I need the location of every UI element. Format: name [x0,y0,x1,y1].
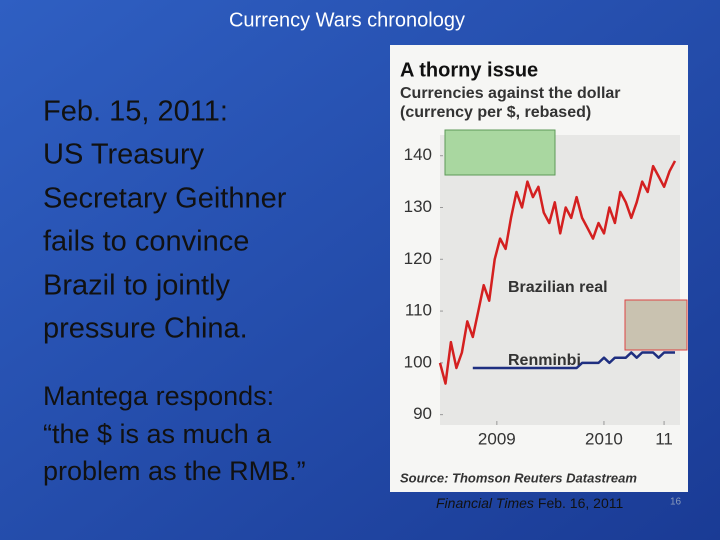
slide-title: Currency Wars chronology [229,9,465,31]
line-series [472,351,675,370]
text-line: Secretary Geithner [43,183,287,215]
y-tick-label: 130 [404,197,432,216]
text-block: Feb. 15, 2011: US Treasury Secretary Gei… [43,96,287,345]
text-line: Mantega responds: [43,381,274,411]
chart-title: A thorny issue [400,59,538,81]
banknote-image [624,299,688,351]
caption: Financial Times Feb. 16, 2011 [436,495,623,511]
text-line: Feb. 15, 2011: [43,96,228,128]
line-series [438,160,677,385]
plot-area [440,135,680,425]
chart-subtitle: Currencies against the dollar [400,85,621,102]
text-line: “the $ is as much a [43,419,272,449]
text-line: US Treasury [43,139,205,171]
caption-publication: Financial Times [436,495,534,511]
text-line: fails to convince [43,226,249,258]
text-line: problem as the RMB.” [43,456,306,486]
banknote-image [444,129,556,176]
series-label: Brazilian real [508,279,608,296]
y-tick-label: 120 [404,249,432,268]
y-tick-label: 90 [413,404,432,423]
x-tick-label: 2009 [478,429,516,448]
y-tick-label: 110 [405,301,432,320]
series-label: Renminbi [508,352,581,369]
text-line: Brazil to jointly [43,270,230,302]
chart-source: Source: Thomson Reuters Datastream [400,470,637,485]
y-tick-label: 140 [404,145,432,164]
page-number: 16 [670,497,682,508]
x-tick-label: 11 [655,429,673,448]
x-tick-label: 2010 [585,429,623,448]
text-block: Mantega responds: “the $ is as much a pr… [43,381,306,486]
caption-date: Feb. 16, 2011 [538,495,624,511]
chart-subtitle: (currency per $, rebased) [400,104,591,121]
y-tick-label: 100 [404,352,432,371]
text-line: pressure China. [43,313,248,345]
